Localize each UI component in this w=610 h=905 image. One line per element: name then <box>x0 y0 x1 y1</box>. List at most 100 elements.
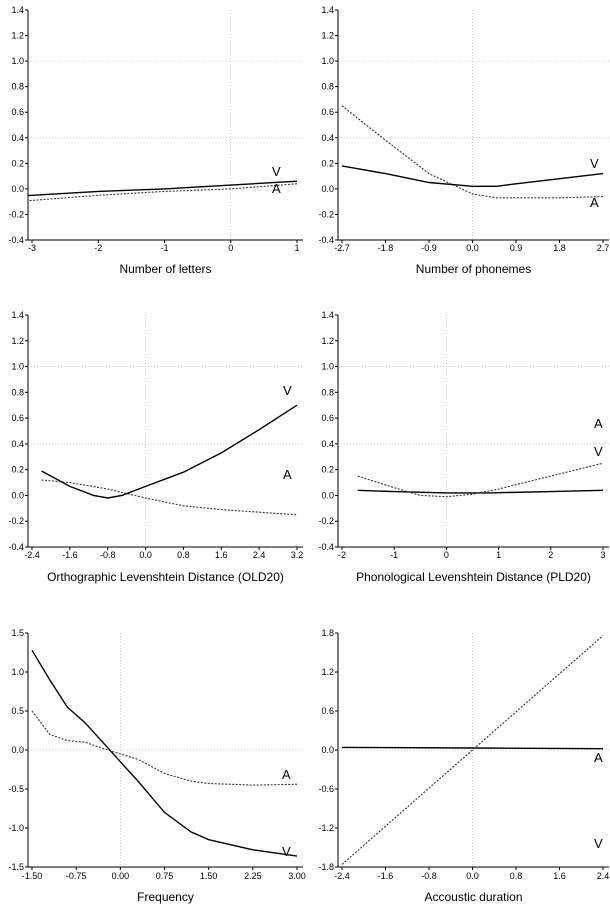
y-tick-label: 1.2 <box>11 336 24 346</box>
series-line-a <box>28 183 298 202</box>
x-tick-label: 2 <box>548 550 553 560</box>
x-axis-title: Accoustic duration <box>424 890 522 904</box>
panel-frequency: -1.5 -1.0 -0.5 0.0 0.5 1.0 1.5 -1.50 -0.75 0.00 0.… <box>8 628 305 904</box>
series-group <box>357 462 604 498</box>
series-line-v <box>28 180 298 197</box>
y-tick-label: 1.4 <box>11 310 24 320</box>
y-tick-label: -0.6 <box>318 784 334 794</box>
y-tick-label: 0.4 <box>321 133 334 143</box>
series-label-v: V <box>283 383 292 398</box>
panel-accoustic-duration: -1.8 -1.2 -0.6 0.0 0.6 1.2 1.8 -2.4 -1.6 -0.8 0.0 0… <box>318 628 609 904</box>
x-tick-label: 0.0 <box>139 550 152 560</box>
y-tick-label: -1.8 <box>318 862 334 872</box>
y-tick-label: 0.6 <box>321 706 334 716</box>
series-group <box>41 404 298 516</box>
x-tick-label: -1 <box>160 243 168 253</box>
y-tick-label: -1.2 <box>318 823 334 833</box>
y-tick-label: 1.0 <box>11 56 24 66</box>
x-tick-label: 0.8 <box>177 550 190 560</box>
series-label-v: V <box>594 444 603 459</box>
series-line-a <box>357 462 604 498</box>
x-tick-label: -2.4 <box>334 871 350 881</box>
x-tick-label: 2.4 <box>597 871 610 881</box>
y-tick-label: 1.4 <box>11 5 24 15</box>
y-tick-label: 0.8 <box>11 82 24 92</box>
x-tick-label: -3 <box>28 243 36 253</box>
series-line-v <box>41 404 298 499</box>
y-tick-label: 1.8 <box>321 628 334 638</box>
x-tick-label: -0.75 <box>66 871 87 881</box>
y-tick-label: 0.0 <box>321 490 334 500</box>
x-tick-label: -0.9 <box>421 243 437 253</box>
y-tick-label: -1.0 <box>8 823 24 833</box>
x-tick-label: 1.50 <box>200 871 218 881</box>
series-line-v <box>341 746 604 750</box>
series-label-v: V <box>272 164 281 179</box>
y-tick-label: -0.4 <box>8 235 24 245</box>
series-label-v: V <box>590 156 599 171</box>
y-tick-label: 0.4 <box>11 439 24 449</box>
y-tick-label: 0.0 <box>321 745 334 755</box>
series-group <box>341 635 604 865</box>
y-tick-label: 1.2 <box>321 336 334 346</box>
x-tick-label: 1 <box>294 243 299 253</box>
x-tick-label: -1.6 <box>378 871 394 881</box>
series-label-a: A <box>590 195 599 210</box>
y-tick-label: 0.6 <box>321 107 334 117</box>
y-tick-label: 0.6 <box>11 107 24 117</box>
y-tick-label: 0.0 <box>11 490 24 500</box>
y-tick-label: -0.2 <box>8 209 24 219</box>
x-tick-label: 0 <box>444 550 449 560</box>
y-tick-label: 0.2 <box>321 158 334 168</box>
x-tick-label: -2 <box>338 550 346 560</box>
y-tick-label: 1.2 <box>321 667 334 677</box>
y-tick-label: 0.8 <box>321 82 334 92</box>
x-axis-title: Frequency <box>137 890 194 904</box>
x-tick-label: 2.25 <box>244 871 262 881</box>
series-group <box>28 180 298 202</box>
x-tick-label: 3 <box>600 550 605 560</box>
x-tick-label: -2.4 <box>24 550 40 560</box>
series-label-v: V <box>282 844 291 859</box>
y-tick-label: 0.4 <box>321 439 334 449</box>
y-tick-label: 0.0 <box>11 745 24 755</box>
x-axis-title: Phonological Levenshtein Distance (PLD20… <box>356 570 591 584</box>
series-label-a: A <box>272 181 281 196</box>
y-tick-label: -0.5 <box>8 784 24 794</box>
y-tick-label: 1.0 <box>11 362 24 372</box>
x-tick-label: 1 <box>496 550 501 560</box>
y-tick-label: -0.2 <box>318 516 334 526</box>
series-line-a <box>31 710 298 786</box>
x-axis-title: Number of phonemes <box>416 262 531 276</box>
y-tick-label: 0.5 <box>11 706 24 716</box>
x-tick-label: 0.8 <box>510 871 523 881</box>
series-label-a: A <box>282 767 291 782</box>
series-line-v <box>31 649 298 857</box>
series-line-v <box>341 165 604 188</box>
panel-number-of-letters: -0.4 -0.2 0.0 0.2 0.4 0.6 0.8 1.0 1.2 1.4 -3 -2 -1 0 1… <box>8 5 303 276</box>
x-tick-label: 1.6 <box>553 871 566 881</box>
y-tick-label: 0.6 <box>11 413 24 423</box>
y-tick-label: 1.0 <box>11 667 24 677</box>
y-tick-label: 0.0 <box>321 184 334 194</box>
panel-old20: -0.4 -0.2 0.0 0.2 0.4 0.6 0.8 1.0 1.2 1.4 -2.4 -1.6… <box>8 310 303 584</box>
x-tick-label: 0 <box>228 243 233 253</box>
x-tick-label: 0.00 <box>112 871 130 881</box>
y-tick-label: -0.4 <box>8 542 24 552</box>
series-group <box>341 105 604 199</box>
panel-pld20: -0.4 -0.2 0.0 0.2 0.4 0.6 0.8 1.0 1.2 1.4 -2 -1 0 1 2 3… <box>318 310 609 584</box>
y-tick-label: -0.4 <box>318 235 334 245</box>
x-tick-label: 0.75 <box>156 871 174 881</box>
series-label-a: A <box>283 467 292 482</box>
series-line-a <box>341 635 604 865</box>
y-tick-label: 1.0 <box>321 56 334 66</box>
x-axis-title: Orthographic Levenshtein Distance (OLD20… <box>47 570 284 584</box>
y-tick-label: -1.5 <box>8 862 24 872</box>
y-tick-label: 1.0 <box>321 362 334 372</box>
x-tick-label: 2.4 <box>253 550 266 560</box>
x-tick-label: -0.8 <box>100 550 116 560</box>
x-tick-label: -2 <box>94 243 102 253</box>
x-tick-label: -2.7 <box>334 243 350 253</box>
x-tick-label: -1.50 <box>22 871 43 881</box>
